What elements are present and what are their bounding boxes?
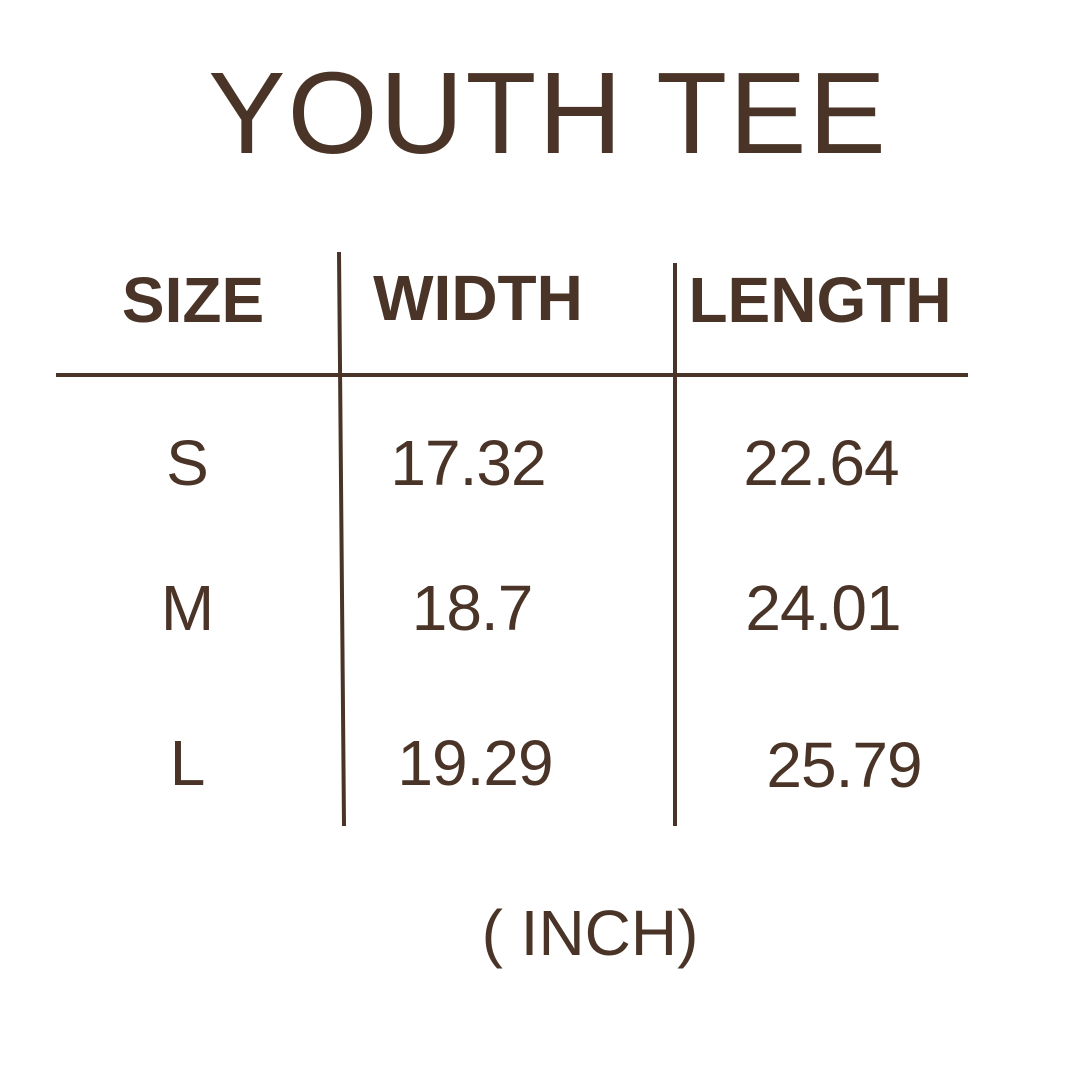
- length-cell: 22.64: [743, 427, 899, 499]
- column-divider-1: [337, 251, 347, 826]
- unit-note: ( INCH): [481, 897, 699, 969]
- column-divider-2: [673, 263, 677, 826]
- size-cell: S: [166, 427, 209, 499]
- header-length: LENGTH: [688, 264, 952, 336]
- header-size: SIZE: [121, 264, 265, 336]
- length-cell: 25.79: [766, 729, 922, 801]
- header-width: WIDTH: [373, 262, 583, 334]
- size-cell: M: [160, 572, 214, 644]
- header-divider: [56, 373, 968, 377]
- width-cell: 18.7: [411, 572, 534, 644]
- width-cell: 19.29: [397, 727, 553, 799]
- size-cell: L: [169, 727, 206, 799]
- page-title: YOUTH TEE: [208, 48, 888, 178]
- width-cell: 17.32: [390, 427, 546, 499]
- length-cell: 24.01: [745, 572, 901, 644]
